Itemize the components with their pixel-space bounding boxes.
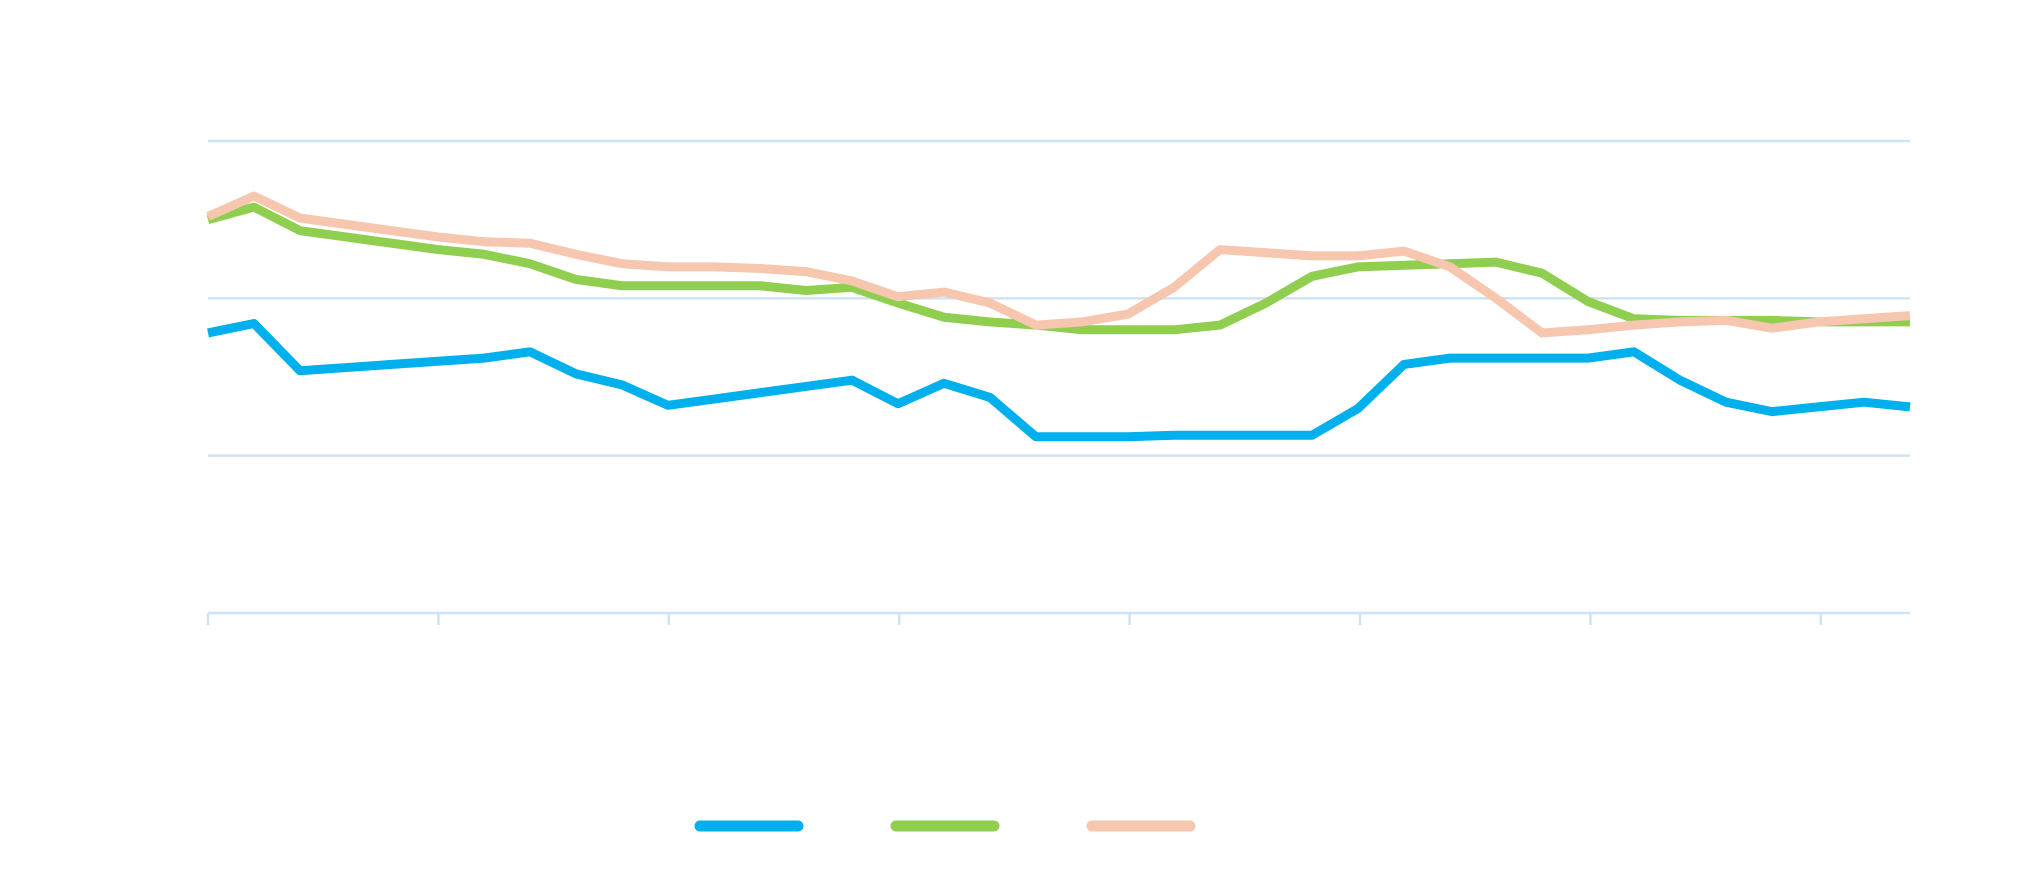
- series-line-2: [206, 202, 1910, 335]
- gridlines: [208, 139, 1910, 615]
- series-line-1: [207, 319, 1911, 442]
- series-lines: [206, 191, 1911, 442]
- series-line-3: [206, 191, 1911, 338]
- x-axis-ticks: [206, 613, 1823, 625]
